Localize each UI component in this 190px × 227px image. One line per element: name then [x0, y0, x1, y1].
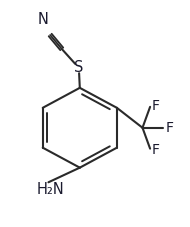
Text: N: N [38, 12, 49, 27]
Text: F: F [152, 99, 160, 113]
Text: S: S [74, 60, 84, 75]
Text: F: F [152, 143, 160, 157]
Text: F: F [165, 121, 173, 135]
Text: H₂N: H₂N [37, 182, 65, 197]
